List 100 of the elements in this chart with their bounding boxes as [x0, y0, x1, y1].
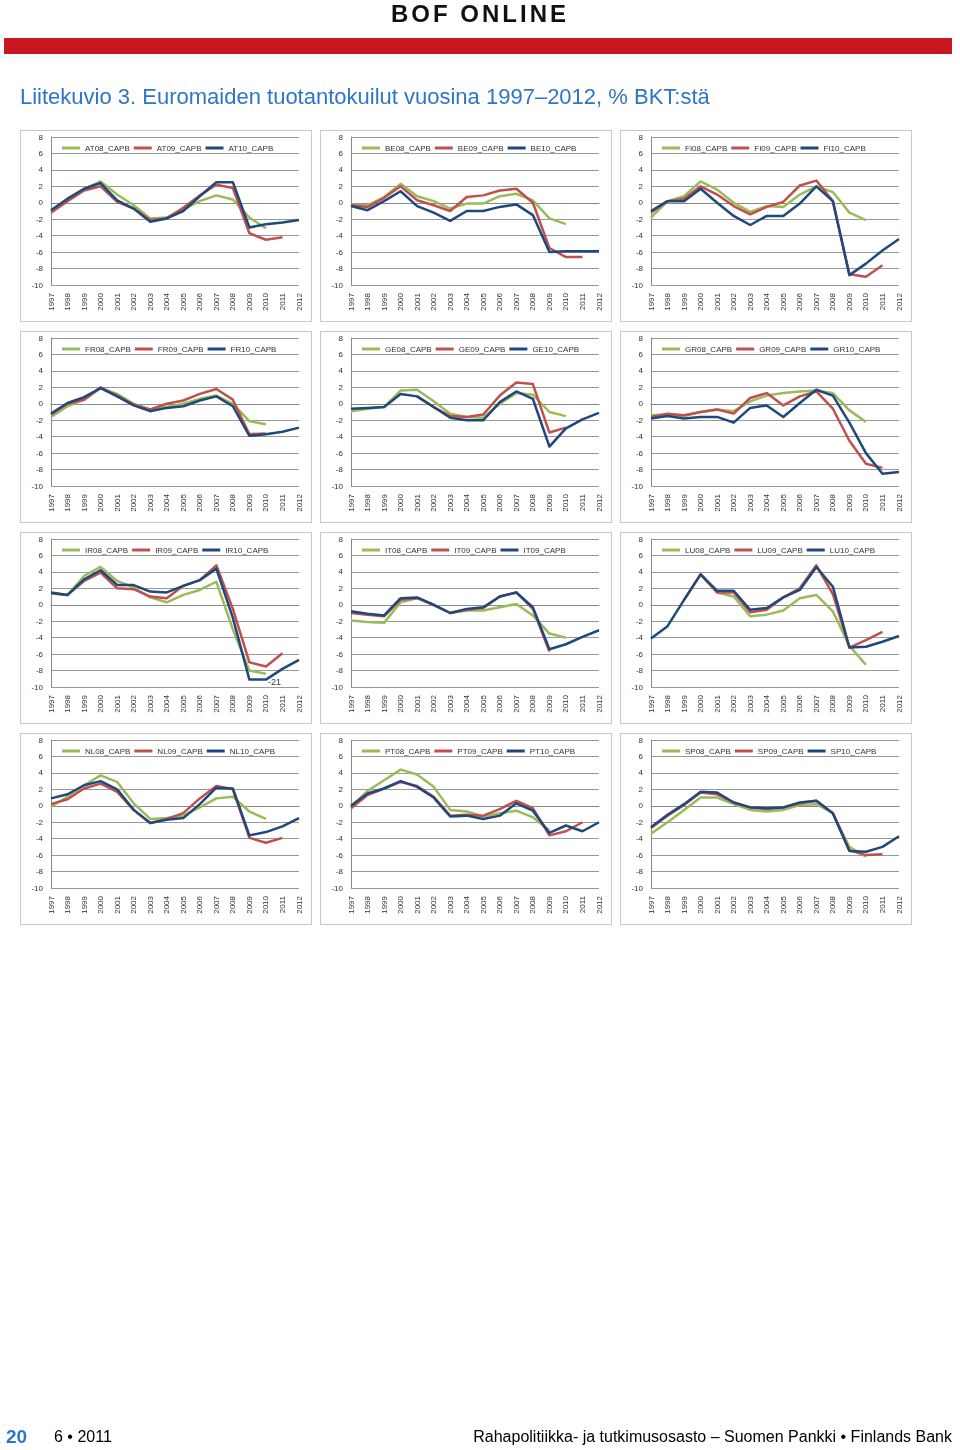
y-tick-label: 0: [638, 600, 644, 610]
x-tick-label: 2009: [844, 493, 854, 512]
y-tick-label: 8: [638, 333, 644, 343]
y-tick-label: -8: [35, 465, 44, 475]
x-tick-label: 2004: [762, 292, 772, 311]
x-tick-label: 2003: [145, 895, 155, 914]
x-tick-label: 1997: [646, 895, 656, 914]
x-tick-label: 2007: [211, 694, 221, 713]
x-tick-label: 2010: [261, 493, 271, 512]
x-tick-label: 2008: [828, 493, 838, 512]
x-tick-label: 2008: [528, 292, 538, 311]
x-tick-label: 1999: [79, 694, 89, 713]
x-tick-label: 2006: [795, 292, 805, 311]
y-tick-label: -10: [331, 883, 344, 893]
x-tick-label: 2011: [877, 694, 887, 713]
y-tick-label: 6: [638, 751, 644, 761]
x-tick-label: 2002: [129, 292, 139, 311]
text: Rahapolitiikka- ja tutkimusosasto – Suomen Pankki • Finlands Bank: [473, 1428, 952, 1446]
x-tick-label: 2001: [412, 895, 422, 914]
x-tick-label: 2012: [894, 895, 904, 914]
x-tick-label: 2011: [577, 694, 587, 713]
x-tick-label: 2004: [462, 493, 472, 512]
x-tick-label: 2012: [294, 895, 304, 914]
x-tick-label: 2007: [211, 493, 221, 512]
x-tick-label: 1997: [346, 895, 356, 914]
y-tick-label: 4: [338, 165, 344, 175]
x-tick-label: 2012: [594, 292, 604, 311]
y-tick-label: -2: [335, 616, 344, 626]
y-tick-label: -2: [335, 817, 344, 827]
x-tick-label: 2004: [162, 493, 172, 512]
legend-label: NL10_CAPB: [229, 746, 276, 756]
x-tick-label: 2012: [594, 895, 604, 914]
x-tick-label: 1999: [379, 493, 389, 512]
x-tick-label: 1999: [679, 493, 689, 512]
x-tick-label: 1997: [46, 694, 56, 713]
x-tick-label: 2007: [511, 895, 521, 914]
y-tick-label: -10: [631, 682, 644, 692]
x-tick-label: 2009: [244, 493, 254, 512]
y-tick-label: 6: [38, 349, 44, 359]
x-tick-label: 1998: [663, 895, 673, 914]
y-tick-label: -8: [335, 867, 344, 877]
x-tick-label: 2012: [894, 292, 904, 311]
legend-label: GE10_CAPB: [532, 344, 580, 354]
y-tick-label: -2: [335, 415, 344, 425]
y-tick-label: 6: [38, 751, 44, 761]
x-tick-label: 1998: [63, 694, 73, 713]
x-tick-label: 2008: [228, 493, 238, 512]
x-tick-label: 2000: [396, 493, 406, 512]
x-tick-label: 2002: [429, 895, 439, 914]
y-tick-label: 4: [38, 768, 44, 778]
x-tick-label: 1998: [363, 292, 373, 311]
y-tick-label: -2: [35, 214, 44, 224]
y-tick-label: 0: [638, 399, 644, 409]
x-tick-label: 2011: [877, 895, 887, 914]
x-tick-label: 2006: [795, 895, 805, 914]
x-tick-label: 1998: [663, 292, 673, 311]
y-tick-label: 6: [338, 148, 344, 158]
x-tick-label: 2007: [811, 694, 821, 713]
x-tick-label: 2006: [795, 493, 805, 512]
y-tick-label: 4: [638, 165, 644, 175]
legend-label: IT09_CAPB: [454, 545, 497, 555]
x-tick-label: 2008: [228, 694, 238, 713]
y-tick-label: -4: [635, 231, 644, 241]
x-tick-label: 2006: [495, 292, 505, 311]
y-tick-label: 2: [38, 382, 44, 392]
text: 20: [6, 1426, 28, 1448]
x-tick-label: 2008: [228, 895, 238, 914]
x-tick-label: 2004: [162, 292, 172, 311]
y-tick-label: -2: [635, 616, 644, 626]
y-tick-label: 0: [338, 399, 344, 409]
legend-label: NL09_CAPB: [157, 746, 203, 756]
x-tick-label: 1999: [79, 292, 89, 311]
x-tick-label: 2012: [294, 694, 304, 713]
x-tick-label: 2000: [696, 895, 706, 914]
x-tick-label: 1999: [679, 895, 689, 914]
x-tick-label: 2007: [511, 694, 521, 713]
x-tick-label: 2000: [396, 895, 406, 914]
y-tick-label: 4: [38, 366, 44, 376]
legend-label: SP09_CAPB: [757, 746, 804, 756]
y-tick-label: 4: [338, 366, 344, 376]
x-tick-label: 2010: [261, 895, 271, 914]
y-tick-label: 8: [638, 735, 644, 745]
x-tick-label: 2000: [696, 292, 706, 311]
y-tick-label: 4: [638, 366, 644, 376]
x-tick-label: 2009: [244, 292, 254, 311]
y-tick-label: 0: [638, 801, 644, 811]
y-tick-label: 6: [338, 349, 344, 359]
y-tick-label: -6: [35, 448, 44, 458]
x-tick-label: 2001: [412, 493, 422, 512]
x-tick-label: 2010: [261, 292, 271, 311]
y-tick-label: -8: [635, 465, 644, 475]
x-tick-label: 2003: [445, 493, 455, 512]
y-tick-label: -6: [335, 850, 344, 860]
legend-label: LU09_CAPB: [757, 545, 803, 555]
y-tick-label: 8: [338, 132, 344, 142]
x-tick-label: 2004: [762, 493, 772, 512]
x-tick-label: 2000: [96, 493, 106, 512]
x-tick-label: 2007: [511, 292, 521, 311]
x-tick-label: 2000: [396, 694, 406, 713]
x-tick-label: 2011: [277, 895, 287, 914]
